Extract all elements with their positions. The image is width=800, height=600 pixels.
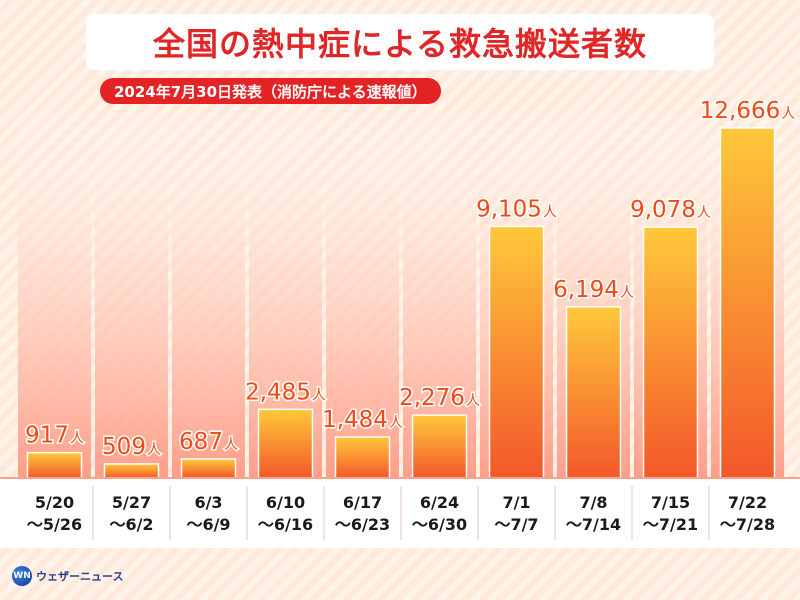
value-label: 2,276人 [399,385,480,411]
x-tick-label: 7/15 [651,493,690,512]
x-tick-label: 〜6/2 [109,515,153,534]
value-label: 12,666人 [700,98,795,124]
bar [257,408,314,479]
bar [411,414,468,479]
x-tick-label: 〜6/16 [258,515,313,534]
x-tick-label: 〜7/21 [643,515,698,534]
x-tick-label: 〜7/28 [720,515,775,534]
x-tick-label: 7/8 [579,493,607,512]
bar [334,436,391,479]
x-tick-label: 〜6/23 [335,515,390,534]
bar [642,226,699,479]
x-tick-label: 6/3 [194,493,222,512]
value-label: 9,078人 [630,197,711,223]
column-background [95,108,168,478]
bar [180,458,237,479]
x-tick-label: 7/1 [502,493,530,512]
bar [565,306,622,479]
chart-subtitle: 2024年7月30日発表（消防庁による速報値） [100,78,441,104]
x-tick-label: 〜7/7 [494,515,538,534]
x-tick-label: 〜5/26 [27,515,82,534]
title-box: 全国の熱中症による救急搬送者数 [86,14,714,70]
value-label: 1,484人 [322,407,403,433]
x-tick-label: 7/22 [728,493,767,512]
x-tick-label: 〜7/14 [566,515,621,534]
weathernews-logo-text: ウェザーニュース [36,570,124,583]
column-background [172,108,245,478]
bar [26,451,83,479]
bar [719,127,776,479]
value-label: 687人 [179,429,238,455]
weathernews-logo: WN ウェザーニュース [12,566,123,586]
value-label: 917人 [25,423,84,449]
column-background [326,108,399,478]
chart-title: 全国の熱中症による救急搬送者数 [152,25,648,63]
weathernews-logo-icon: WN [12,566,32,586]
bar [488,225,545,479]
value-label: 2,485人 [245,379,326,405]
x-tick-label: 〜6/9 [186,515,230,534]
x-tick-label: 6/17 [343,493,382,512]
x-tick-label: 5/27 [112,493,151,512]
x-tick-label: 5/20 [35,493,74,512]
value-label: 9,105人 [476,196,557,222]
value-label: 509人 [102,434,161,460]
column-background [18,108,91,478]
x-tick-label: 6/10 [266,493,305,512]
x-axis-band [0,478,800,548]
x-tick-label: 6/24 [420,493,459,512]
value-label: 6,194人 [553,277,634,303]
x-tick-label: 〜6/30 [412,515,467,534]
bar [103,463,160,479]
